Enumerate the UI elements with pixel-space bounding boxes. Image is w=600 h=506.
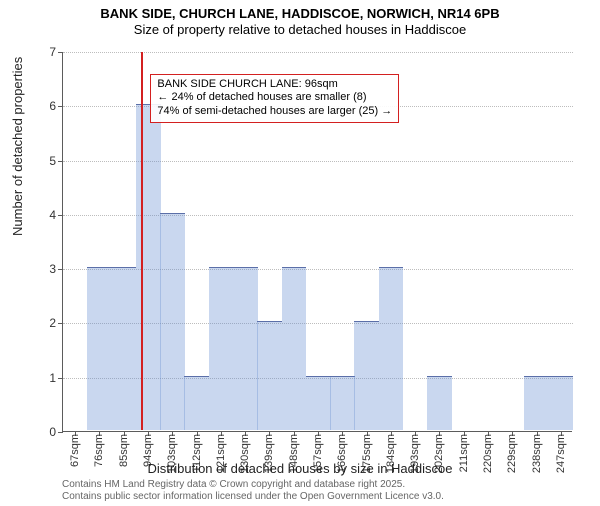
annotation-box: BANK SIDE CHURCH LANE: 96sqm← 24% of det… xyxy=(150,74,399,123)
ytick-mark xyxy=(58,432,63,433)
ytick-label: 1 xyxy=(26,371,56,385)
histogram-bar xyxy=(87,267,112,430)
chart-area: 0123456767sqm76sqm85sqm94sqm103sqm112sqm… xyxy=(62,52,572,432)
ytick-label: 4 xyxy=(26,208,56,222)
histogram-bar xyxy=(136,104,161,430)
histogram-bar xyxy=(257,321,282,430)
histogram-bar xyxy=(379,267,404,430)
footnote: Contains HM Land Registry data © Crown c… xyxy=(62,479,444,502)
histogram-bar xyxy=(209,267,234,430)
histogram-bar xyxy=(184,376,209,430)
ytick-label: 2 xyxy=(26,316,56,330)
histogram-bar xyxy=(233,267,258,430)
ytick-mark xyxy=(58,215,63,216)
gridline xyxy=(63,52,573,53)
histogram-bar xyxy=(524,376,549,430)
histogram-bar xyxy=(354,321,379,430)
ytick-mark xyxy=(58,323,63,324)
histogram-bar xyxy=(306,376,331,430)
ytick-mark xyxy=(58,106,63,107)
footnote-line2: Contains public sector information licen… xyxy=(62,491,444,503)
histogram-bar xyxy=(160,213,185,430)
annotation-line1: BANK SIDE CHURCH LANE: 96sqm xyxy=(157,78,392,92)
ytick-label: 0 xyxy=(26,425,56,439)
ytick-label: 6 xyxy=(26,99,56,113)
y-axis-label: Number of detached properties xyxy=(10,57,25,236)
histogram-bar xyxy=(549,376,574,430)
plot-area: 0123456767sqm76sqm85sqm94sqm103sqm112sqm… xyxy=(62,52,572,432)
ytick-label: 5 xyxy=(26,154,56,168)
page-title-line2: Size of property relative to detached ho… xyxy=(0,22,600,37)
annotation-line2: ← 24% of detached houses are smaller (8) xyxy=(157,91,392,105)
footnote-line1: Contains HM Land Registry data © Crown c… xyxy=(62,479,444,491)
ytick-mark xyxy=(58,269,63,270)
ytick-mark xyxy=(58,378,63,379)
histogram-bar xyxy=(330,376,355,430)
x-axis-label: Distribution of detached houses by size … xyxy=(0,461,600,476)
ytick-mark xyxy=(58,52,63,53)
histogram-bar xyxy=(427,376,452,430)
annotation-line3: 74% of semi-detached houses are larger (… xyxy=(157,105,392,119)
subject-marker-line xyxy=(141,52,143,430)
histogram-bar xyxy=(112,267,137,430)
histogram-bar xyxy=(282,267,307,430)
page-title-line1: BANK SIDE, CHURCH LANE, HADDISCOE, NORWI… xyxy=(0,6,600,21)
ytick-mark xyxy=(58,161,63,162)
ytick-label: 7 xyxy=(26,45,56,59)
ytick-label: 3 xyxy=(26,262,56,276)
